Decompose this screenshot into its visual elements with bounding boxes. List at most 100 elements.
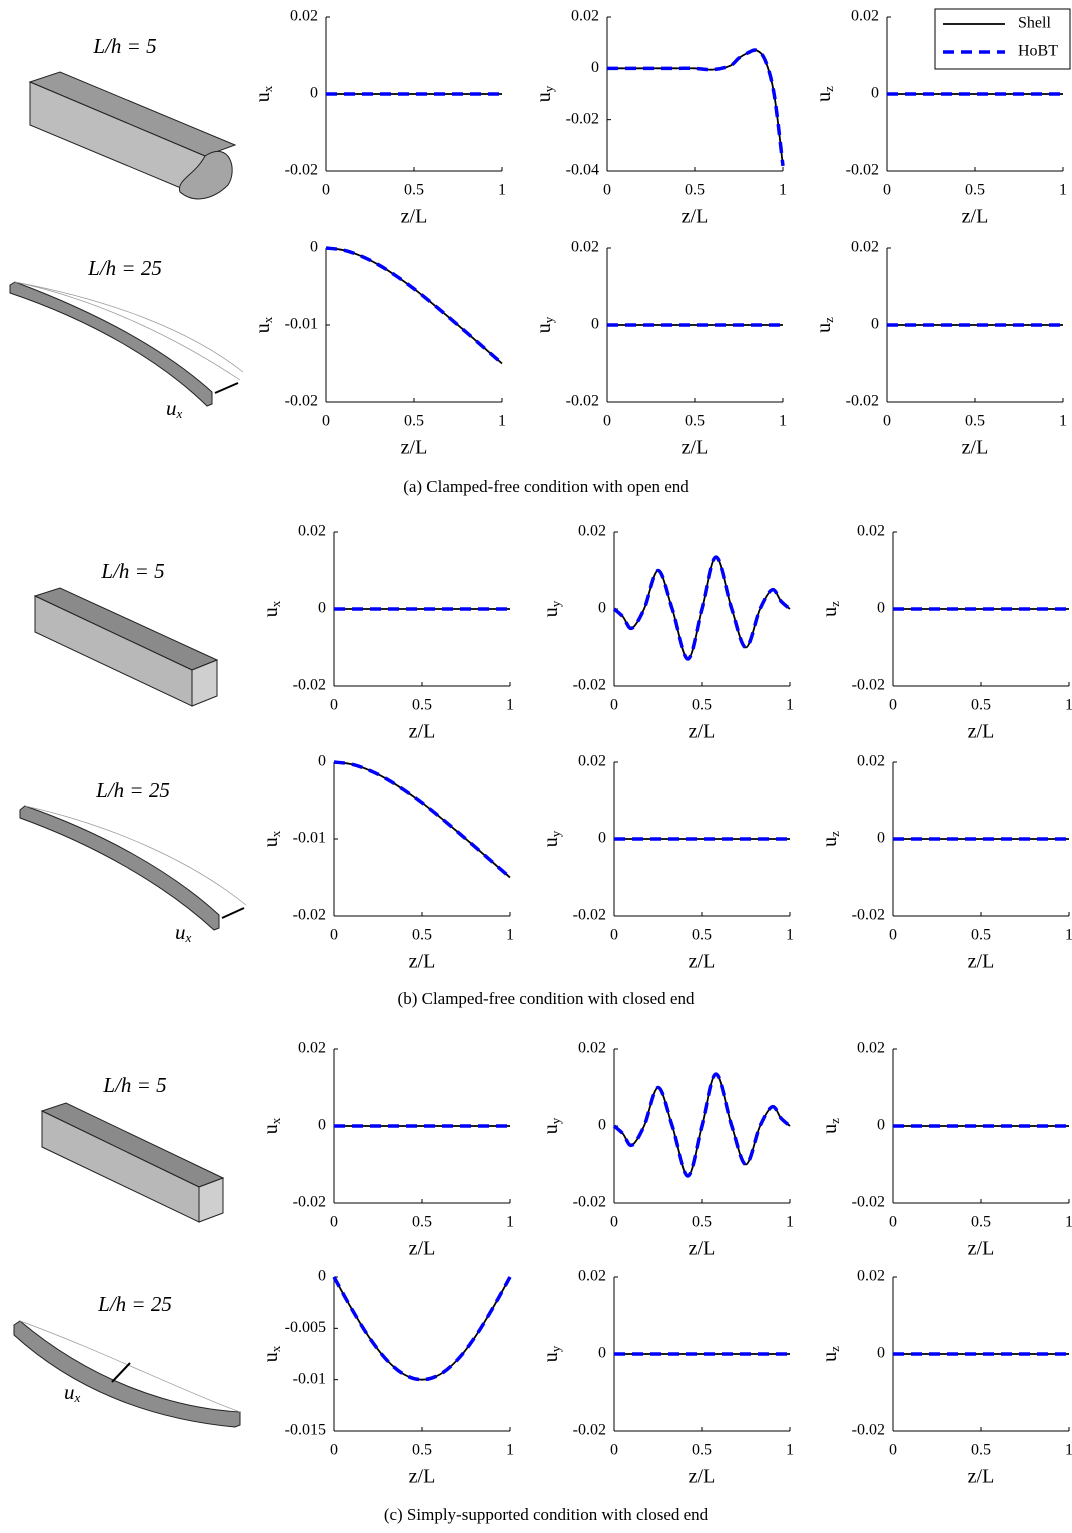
illustrations <box>9 71 247 1428</box>
y-axis-label-base: u <box>819 607 841 617</box>
x-tick-label: 1 <box>1065 1214 1072 1231</box>
y-tick-label: 0 <box>310 239 318 256</box>
panel-labels: L/h = 5 L/h = 25 ux (a) Clamped-free con… <box>64 34 709 1524</box>
x-tick-label: 0.5 <box>692 1442 712 1459</box>
y-axis-label: uz <box>813 317 836 333</box>
y-tick-label: 0 <box>318 1117 326 1134</box>
y-axis-label: ux <box>260 1345 283 1362</box>
arrow-label: ux <box>166 396 183 421</box>
x-tick-label: 0.5 <box>965 182 985 199</box>
x-tick-label: 1 <box>786 1442 794 1459</box>
y-axis-label: ux <box>260 600 283 617</box>
y-tick-label: -0.02 <box>566 110 599 127</box>
x-tick-label: 1 <box>506 927 514 944</box>
legend-label: Shell <box>1018 15 1051 32</box>
y-tick-label: -0.02 <box>846 162 879 179</box>
y-axis-label: uy <box>533 316 556 333</box>
x-tick-label: 0.5 <box>404 413 424 430</box>
series-line <box>612 1072 792 1178</box>
y-tick-label: 0.02 <box>571 239 599 256</box>
x-tick-label: 0 <box>330 1214 338 1231</box>
legend-box <box>934 8 1071 70</box>
y-axis-label-sub: x <box>268 830 283 837</box>
ratio-label: L/h = 25 <box>95 778 170 802</box>
y-axis-label-base: u <box>260 1124 282 1134</box>
x-tick-label: 0.5 <box>692 927 712 944</box>
y-tick-label: 0 <box>598 600 606 617</box>
x-tick-label: 0.5 <box>965 413 985 430</box>
y-axis-label-sub: z <box>821 86 836 92</box>
y-axis-label-sub: y <box>548 1345 563 1352</box>
x-tick-label: 1 <box>786 927 794 944</box>
chart: -0.015 -0.01 -0.005 0 0 0.5 1 z/L ux <box>260 1268 514 1488</box>
y-axis-label-sub: z <box>827 601 842 607</box>
x-tick-label: 0 <box>610 1442 618 1459</box>
y-tick-label: 0 <box>877 600 885 617</box>
y-tick-label: -0.01 <box>293 1370 326 1387</box>
y-axis-label-sub: z <box>827 831 842 837</box>
y-tick-label: -0.02 <box>852 1194 885 1211</box>
ratio-label: L/h = 5 <box>102 1073 166 1097</box>
series-line <box>333 760 512 879</box>
x-axis-label: z/L <box>409 1238 436 1260</box>
x-tick-label: 1 <box>498 182 506 199</box>
x-tick-label: 0 <box>330 1442 338 1459</box>
y-axis-label: uy <box>533 85 556 102</box>
x-tick-label: 0.5 <box>412 927 432 944</box>
y-tick-label: -0.02 <box>293 907 326 924</box>
arrow-label-sub: x <box>185 930 192 945</box>
ratio-label: L/h = 5 <box>100 559 164 583</box>
chart: -0.02 -0.01 0 0 0.5 1 z/L ux <box>252 239 506 459</box>
y-tick-label: 0.02 <box>851 239 879 256</box>
x-tick-label: 1 <box>506 697 514 714</box>
x-axis-label: z/L <box>968 1238 995 1260</box>
y-tick-label: -0.005 <box>285 1319 326 1336</box>
y-axis-label-sub: y <box>541 316 556 323</box>
series-line <box>612 555 792 661</box>
y-tick-label: 0 <box>598 1117 606 1134</box>
x-axis-label: z/L <box>962 437 989 459</box>
x-tick-label: 0 <box>610 927 618 944</box>
y-tick-label: 0 <box>871 85 879 102</box>
y-axis-label-base: u <box>813 92 835 102</box>
y-tick-label: 0 <box>310 85 318 102</box>
x-tick-label: 0 <box>889 1214 897 1231</box>
x-tick-label: 0.5 <box>692 1214 712 1231</box>
y-tick-label: 0 <box>877 830 885 847</box>
y-axis-label: uy <box>540 600 563 617</box>
y-axis-label-base: u <box>540 1124 562 1134</box>
y-tick-label: -0.02 <box>852 907 885 924</box>
y-axis-label: uz <box>813 86 836 102</box>
y-tick-label: 0 <box>318 600 326 617</box>
x-axis-label: z/L <box>968 1466 995 1488</box>
y-tick-label: 0.02 <box>290 8 318 25</box>
caption: (c) Simply-supported condition with clos… <box>384 1505 709 1524</box>
x-tick-label: 0.5 <box>404 182 424 199</box>
y-axis-label-sub: y <box>548 830 563 837</box>
x-tick-label: 1 <box>786 697 794 714</box>
x-axis-label: z/L <box>968 721 995 743</box>
y-tick-label: 0 <box>598 1345 606 1362</box>
y-axis-label-base: u <box>260 1352 282 1362</box>
y-axis-label-base: u <box>819 837 841 847</box>
y-axis-label: uz <box>819 1118 842 1134</box>
arrow-label-base: u <box>175 920 186 944</box>
y-tick-label: -0.02 <box>293 1194 326 1211</box>
y-axis-label-sub: x <box>268 600 283 607</box>
arrow-label: ux <box>64 1380 81 1405</box>
y-axis-label-sub: y <box>541 85 556 92</box>
x-tick-label: 1 <box>779 182 787 199</box>
legend: Shell HoBT <box>934 8 1071 70</box>
y-tick-label: -0.02 <box>852 1422 885 1439</box>
y-tick-label: -0.02 <box>846 393 879 410</box>
y-axis-label-base: u <box>819 1124 841 1134</box>
x-tick-label: 1 <box>1065 697 1072 714</box>
y-axis-label-base: u <box>540 607 562 617</box>
y-axis-label: uy <box>540 1117 563 1134</box>
